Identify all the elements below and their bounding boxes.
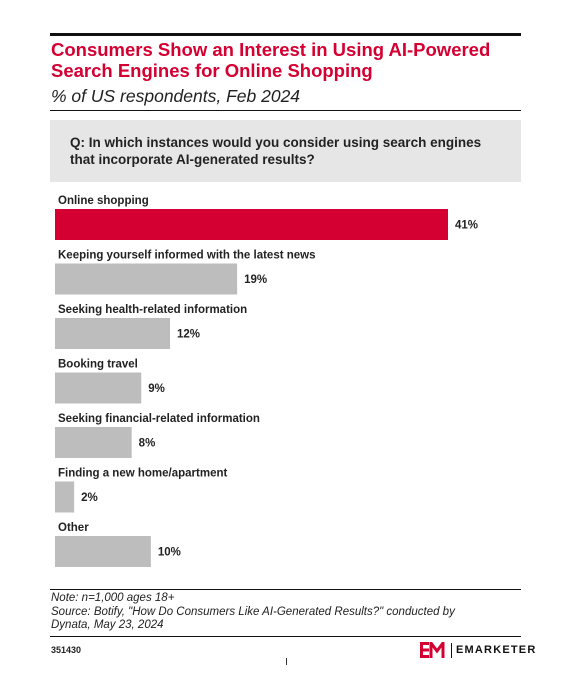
bar — [55, 536, 151, 567]
brand-name: EMARKETER — [456, 644, 537, 656]
question-line-1: Q: In which instances would you consider… — [70, 135, 482, 150]
value-label: 9% — [148, 383, 165, 395]
chart-notes: Note: n=1,000 ages 18+ Source: Botify, "… — [51, 592, 521, 633]
bar — [55, 209, 448, 240]
category-label: Seeking health-related information — [58, 304, 247, 316]
category-label: Online shopping — [58, 195, 149, 207]
value-label: 12% — [177, 329, 200, 341]
chart-title-line-2: Search Engines for Online Shopping — [51, 60, 373, 81]
question-line-2: that incorporate AI-generated results? — [70, 152, 315, 167]
bar — [55, 318, 171, 349]
question-box — [50, 120, 521, 182]
category-label: Keeping yourself informed with the lates… — [58, 250, 316, 262]
top-rule — [50, 33, 521, 36]
footer-rule — [50, 636, 521, 637]
bar — [55, 263, 238, 295]
category-label: Seeking financial-related information — [58, 413, 260, 425]
question-text: Q: In which instances would you consider… — [70, 134, 510, 168]
chart-subtitle: % of US respondents, Feb 2024 — [51, 86, 301, 106]
chart-id: 351430 — [51, 645, 82, 655]
em-logo-icon — [420, 642, 445, 658]
source-line-2: Dynata, May 23, 2024 — [51, 619, 164, 631]
notes-rule — [50, 589, 521, 590]
category-label: Other — [58, 522, 89, 534]
chart-title: Consumers Show an Interest in Using AI-P… — [51, 39, 521, 81]
value-label: 10% — [158, 547, 181, 559]
value-label: 8% — [139, 438, 156, 450]
source-line-1: Source: Botify, "How Do Consumers Like A… — [51, 605, 455, 618]
value-label: 41% — [455, 220, 478, 232]
value-label: 2% — [81, 492, 98, 504]
chart-title-line-1: Consumers Show an Interest in Using AI-P… — [51, 39, 491, 60]
note-text: Note: n=1,000 ages 18+ — [51, 592, 175, 604]
emarketer-logo: EMARKETER — [420, 641, 536, 659]
bar — [55, 372, 142, 404]
center-tick-mark — [286, 658, 287, 665]
subtitle-rule — [50, 110, 521, 111]
category-label: Finding a new home/apartment — [58, 468, 227, 480]
category-label: Booking travel — [58, 359, 138, 371]
bar — [55, 481, 75, 513]
bar — [55, 427, 132, 458]
value-label: 19% — [244, 274, 267, 286]
logo-separator — [451, 642, 452, 658]
